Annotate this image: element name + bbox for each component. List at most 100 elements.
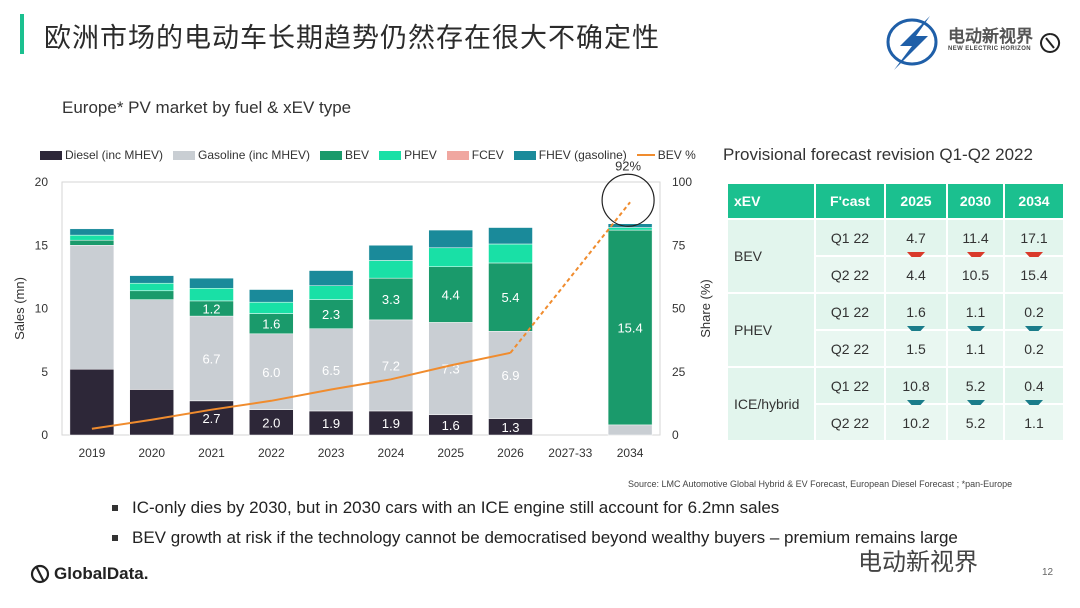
bar-data-label: 1.9 bbox=[322, 416, 340, 431]
x-tick-label: 2020 bbox=[138, 446, 165, 460]
y2-axis-label: Share (%) bbox=[698, 279, 713, 338]
legend-item-bev: BEV bbox=[320, 148, 369, 162]
bar-segment bbox=[607, 229, 653, 426]
y-axis-label: Sales (mn) bbox=[12, 277, 27, 340]
bar-segment bbox=[129, 290, 174, 300]
x-tick-label: 2034 bbox=[617, 446, 644, 460]
forecast-value: 1.1 bbox=[948, 294, 1003, 336]
y2-tick-label: 0 bbox=[672, 428, 679, 442]
bar-data-label: 7.2 bbox=[382, 358, 400, 373]
bar-segment bbox=[69, 228, 115, 236]
header-2034: 2034 bbox=[1005, 184, 1063, 218]
bar-data-label: 1.6 bbox=[262, 317, 280, 332]
bullet-marker bbox=[112, 535, 118, 541]
watermark-text: 电动新视界 bbox=[858, 548, 978, 576]
forecast-row: Q2 22 10.2 5.2 1.1 bbox=[728, 405, 1063, 440]
bev-share-line bbox=[91, 351, 511, 430]
page-number: 12 bbox=[1042, 567, 1054, 578]
legend-swatch bbox=[446, 150, 469, 160]
forecast-value: 10.8 bbox=[886, 368, 946, 410]
bar-segment bbox=[308, 410, 354, 436]
forecast-group-label: PHEV bbox=[728, 294, 814, 366]
bar-segment bbox=[129, 299, 174, 390]
globaldata-logo-icon bbox=[30, 564, 50, 584]
forecast-period: Q2 22 bbox=[816, 257, 884, 292]
legend-label: PHEV bbox=[404, 148, 437, 162]
bar-segment bbox=[69, 245, 115, 370]
brand-logo-mark bbox=[1040, 33, 1061, 53]
globaldata-logo: GlobalData. bbox=[30, 563, 148, 585]
forecast-header-row: xEV F'cast 2025 2030 2034 bbox=[728, 184, 1063, 218]
bar-data-label: 2.0 bbox=[262, 415, 280, 430]
forecast-value: 0.2 bbox=[1005, 331, 1063, 366]
bullet-item: IC-only dies by 2030, but in 2030 cars w… bbox=[112, 498, 958, 518]
y-tick-label: 5 bbox=[41, 365, 48, 379]
bullet-text: BEV growth at risk if the technology can… bbox=[132, 528, 958, 547]
forecast-value: 0.4 bbox=[1005, 368, 1063, 410]
header-2025: 2025 bbox=[886, 184, 946, 218]
bar-data-label: 2.3 bbox=[322, 307, 340, 322]
bullet-list: IC-only dies by 2030, but in 2030 cars w… bbox=[112, 498, 958, 558]
y-tick-label: 20 bbox=[35, 175, 49, 189]
x-tick-label: 2025 bbox=[437, 446, 464, 460]
bar-data-label: 6.5 bbox=[322, 363, 340, 378]
bar-data-label: 4.4 bbox=[442, 288, 460, 303]
annotation-circle bbox=[601, 173, 655, 227]
legend-label: BEV % bbox=[657, 148, 696, 162]
y-tick-label: 15 bbox=[35, 238, 49, 252]
brand-subtitle: NEW ELECTRIC HORIZON bbox=[948, 46, 1031, 52]
legend-swatch bbox=[379, 150, 402, 160]
forecast-value: 15.4 bbox=[1005, 257, 1063, 292]
legend-item-gasoline: Gasoline (inc MHEV) bbox=[173, 148, 310, 162]
x-tick-label: 2024 bbox=[378, 446, 405, 460]
legend-swatch bbox=[173, 150, 196, 160]
bar-segment bbox=[368, 410, 414, 436]
bullet-item: BEV growth at risk if the technology can… bbox=[112, 528, 958, 548]
bar-data-label: 1.2 bbox=[202, 302, 220, 317]
bar-data-label: 6.7 bbox=[202, 351, 220, 366]
forecast-period: Q1 22 bbox=[816, 368, 884, 403]
chart-subtitle: Europe* PV market by fuel & xEV type bbox=[62, 98, 352, 117]
bar-segment bbox=[69, 239, 115, 246]
x-tick-label: 2023 bbox=[318, 446, 345, 460]
bar-segment bbox=[69, 368, 115, 436]
legend-swatch bbox=[40, 150, 62, 160]
y2-tick-label: 25 bbox=[672, 365, 686, 379]
bar-data-label: 2.7 bbox=[202, 411, 220, 426]
bar-segment bbox=[428, 266, 473, 323]
forecast-value: 1.6 bbox=[886, 294, 946, 336]
bar-data-label: 6.0 bbox=[262, 365, 280, 380]
header-2030: 2030 bbox=[948, 184, 1003, 218]
bar-segment bbox=[129, 282, 174, 292]
bar-segment bbox=[249, 409, 294, 436]
brand-name: 电动新视界 bbox=[948, 27, 1033, 47]
forecast-value: 1.1 bbox=[948, 331, 1003, 366]
forecast-row: BEV Q1 22 4.7 11.4 17.1 bbox=[728, 220, 1063, 292]
bar-segment bbox=[308, 299, 354, 329]
forecast-row: Q2 22 1.5 1.1 0.2 bbox=[728, 331, 1063, 366]
legend-item-bev-share: BEV % bbox=[636, 148, 696, 162]
x-tick-label: 2026 bbox=[497, 446, 524, 460]
forecast-value: 1.5 bbox=[886, 331, 946, 366]
y2-tick-label: 50 bbox=[672, 302, 686, 316]
legend-item-fhev: FHEV (gasoline) bbox=[513, 148, 627, 162]
brand-logo-bolt bbox=[894, 16, 930, 70]
bar-data-label: 1.9 bbox=[382, 416, 400, 431]
brand-logo-mark-stroke bbox=[1045, 37, 1055, 49]
legend-swatch bbox=[513, 150, 536, 160]
bar-segment bbox=[189, 315, 234, 402]
bar-segment bbox=[428, 229, 473, 249]
brand-logo bbox=[886, 16, 1061, 70]
bar-data-label: 1.3 bbox=[501, 420, 519, 435]
legend-swatch bbox=[320, 150, 343, 160]
header-fcast: F'cast bbox=[816, 184, 884, 218]
legend-label: FCEV bbox=[471, 148, 504, 162]
forecast-value: 5.2 bbox=[948, 405, 1003, 440]
forecast-value: 10.2 bbox=[886, 405, 946, 440]
y-tick-label: 10 bbox=[35, 302, 49, 316]
forecast-period: Q2 22 bbox=[816, 331, 884, 366]
x-tick-label: 2019 bbox=[79, 446, 106, 460]
bar-segment bbox=[308, 285, 354, 300]
y2-tick-label: 100 bbox=[672, 175, 692, 189]
source-note: Source: LMC Automotive Global Hybrid & E… bbox=[628, 479, 1013, 489]
